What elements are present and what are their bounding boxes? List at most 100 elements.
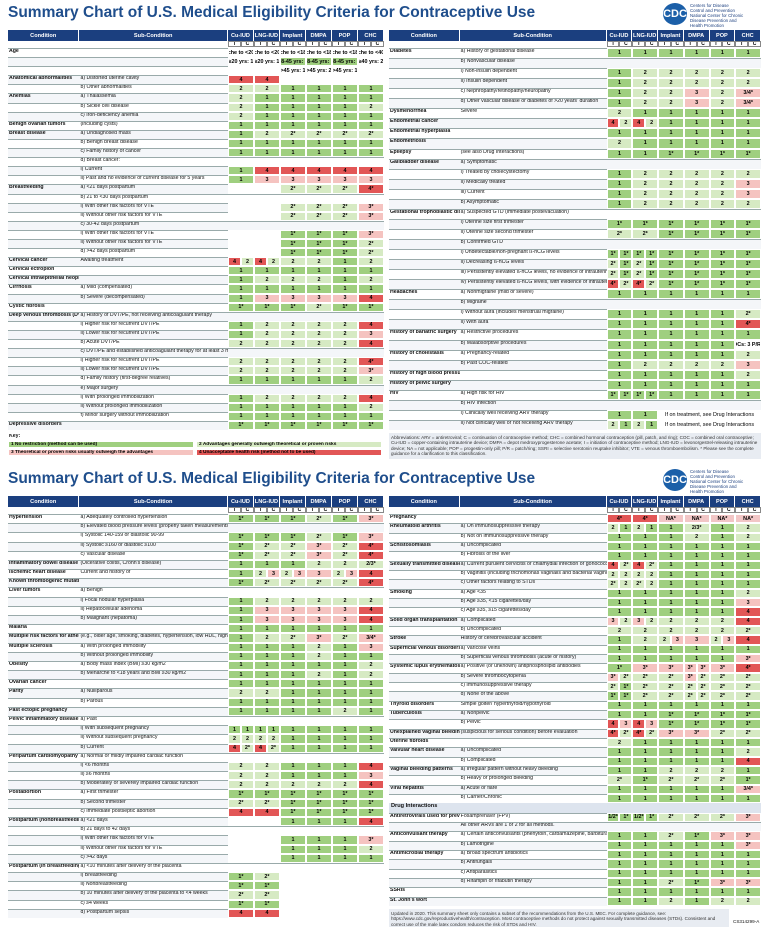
cell: 2 (279, 366, 306, 376)
sub-condition: d) >42 days postpartum (79, 248, 228, 258)
cell: 1 (658, 389, 684, 400)
sub-condition (79, 624, 228, 634)
blank-cell (279, 908, 306, 918)
cell: 2 (253, 320, 280, 330)
cell: 2 (632, 635, 659, 645)
condition (8, 239, 80, 249)
cell: 1 (709, 738, 736, 748)
sub-condition: c) Antiparasitics (459, 868, 607, 878)
cell: 2 (658, 198, 684, 209)
condition (8, 771, 80, 781)
ic-cell: 1* (619, 249, 633, 260)
sub-condition: a) Mild (compensated) (79, 284, 228, 294)
column-header: Implant (658, 30, 684, 41)
ic-cell: 3* (683, 663, 697, 673)
cell: 1 (709, 887, 736, 897)
cell: 4 (357, 605, 384, 615)
ic-cell: 3 (292, 569, 306, 579)
cell: 2* (683, 812, 710, 822)
cell: 2* (305, 202, 332, 212)
cell: 4 (735, 756, 761, 766)
cell: 1 (683, 598, 710, 608)
cell: 1 (658, 598, 684, 608)
column-header: CHC (357, 30, 384, 41)
sub-condition: a) <21 days postpartum (79, 184, 228, 194)
cell: 2 (357, 402, 384, 412)
blank-cell (227, 211, 254, 221)
ic-cell: 2 (619, 579, 633, 589)
ic-cell: 1 (227, 725, 241, 735)
cell: 1* (683, 269, 710, 280)
cell: 1 (683, 738, 710, 748)
cell: 1 (658, 542, 684, 552)
cell: 1 (658, 570, 684, 580)
cell: 1* (279, 229, 306, 239)
sub-condition (459, 887, 607, 897)
column-header: LNG-IUD (253, 496, 280, 507)
cell: 1 (357, 725, 384, 735)
cell: 4 (735, 616, 761, 626)
org-line: Disease Prevention and (690, 18, 737, 23)
condition: Stroke (389, 635, 460, 645)
cell: 2 (632, 626, 659, 636)
cell: Menarche to <18 yrs: 1 (331, 48, 358, 58)
condition: Age (8, 48, 80, 58)
sub-condition: c) ≥4 weeks (79, 899, 228, 909)
condition: Vaginal bleeding patterns (389, 766, 460, 776)
cell: 3* (658, 663, 684, 673)
cell: 1 (357, 138, 384, 149)
cell: 1 (735, 108, 761, 119)
sub-condition: ii) Uterine size second trimester (459, 228, 607, 239)
cell: 1 (305, 624, 332, 634)
condition (8, 615, 80, 625)
cell: 1 (357, 743, 384, 753)
condition (389, 794, 460, 804)
condition: Endometrial hyperplasia (389, 128, 460, 139)
ic-cell: 2* (632, 259, 646, 270)
cell: 1 (227, 284, 254, 294)
sub-condition: a) Nonmigraine (mild or severe) (459, 289, 607, 300)
cell: 4 (357, 320, 384, 330)
cell: 3 (735, 178, 761, 189)
cell: 2 (279, 393, 306, 403)
ic-cell: 4 (253, 257, 267, 267)
cell: 1 (735, 794, 761, 804)
cell: 1 (279, 266, 306, 276)
cell: 1* (227, 532, 254, 542)
blank-cell (331, 899, 358, 909)
empty-cells (227, 752, 384, 762)
cell: 2 (253, 633, 280, 643)
cell: 1 (606, 607, 633, 617)
cell: 2 (305, 366, 332, 376)
blank-cell (227, 248, 254, 258)
cell: 1 (632, 148, 659, 159)
cell: 1 (279, 743, 306, 753)
cell: 1* (305, 789, 332, 799)
column-header: Sub-Condition (79, 30, 228, 41)
cell: 1 (279, 148, 306, 158)
cell: 1 (606, 794, 633, 804)
cell: 1 (606, 551, 633, 561)
cell: 2 (227, 780, 254, 790)
ic-cell: 4 (227, 257, 241, 267)
sub-condition: a) First trimester (79, 789, 228, 799)
ic-cell: 1 (619, 523, 633, 533)
ic-cell: 2* (619, 672, 633, 682)
sub-condition: b) Lamotrigine (459, 840, 607, 850)
sub-condition: i) Current (79, 166, 228, 176)
cell: 2* (253, 578, 280, 588)
cell: 3 (331, 615, 358, 625)
cell: 1 (227, 706, 254, 716)
cell: 1 (279, 734, 306, 744)
blank-cell (227, 202, 254, 212)
sub-condition: a) Certain anticonvulsants (phenytoin, c… (459, 831, 607, 841)
condition: Known thrombogenic mutations (8, 578, 80, 588)
condition: Hypertension (8, 514, 80, 524)
blank-cell (357, 66, 384, 76)
cell: 1 (357, 120, 384, 130)
cell: 1 (632, 48, 659, 59)
condition (389, 691, 460, 701)
cell: 1* (305, 798, 332, 808)
condition: Solid organ transplantation (389, 616, 460, 626)
